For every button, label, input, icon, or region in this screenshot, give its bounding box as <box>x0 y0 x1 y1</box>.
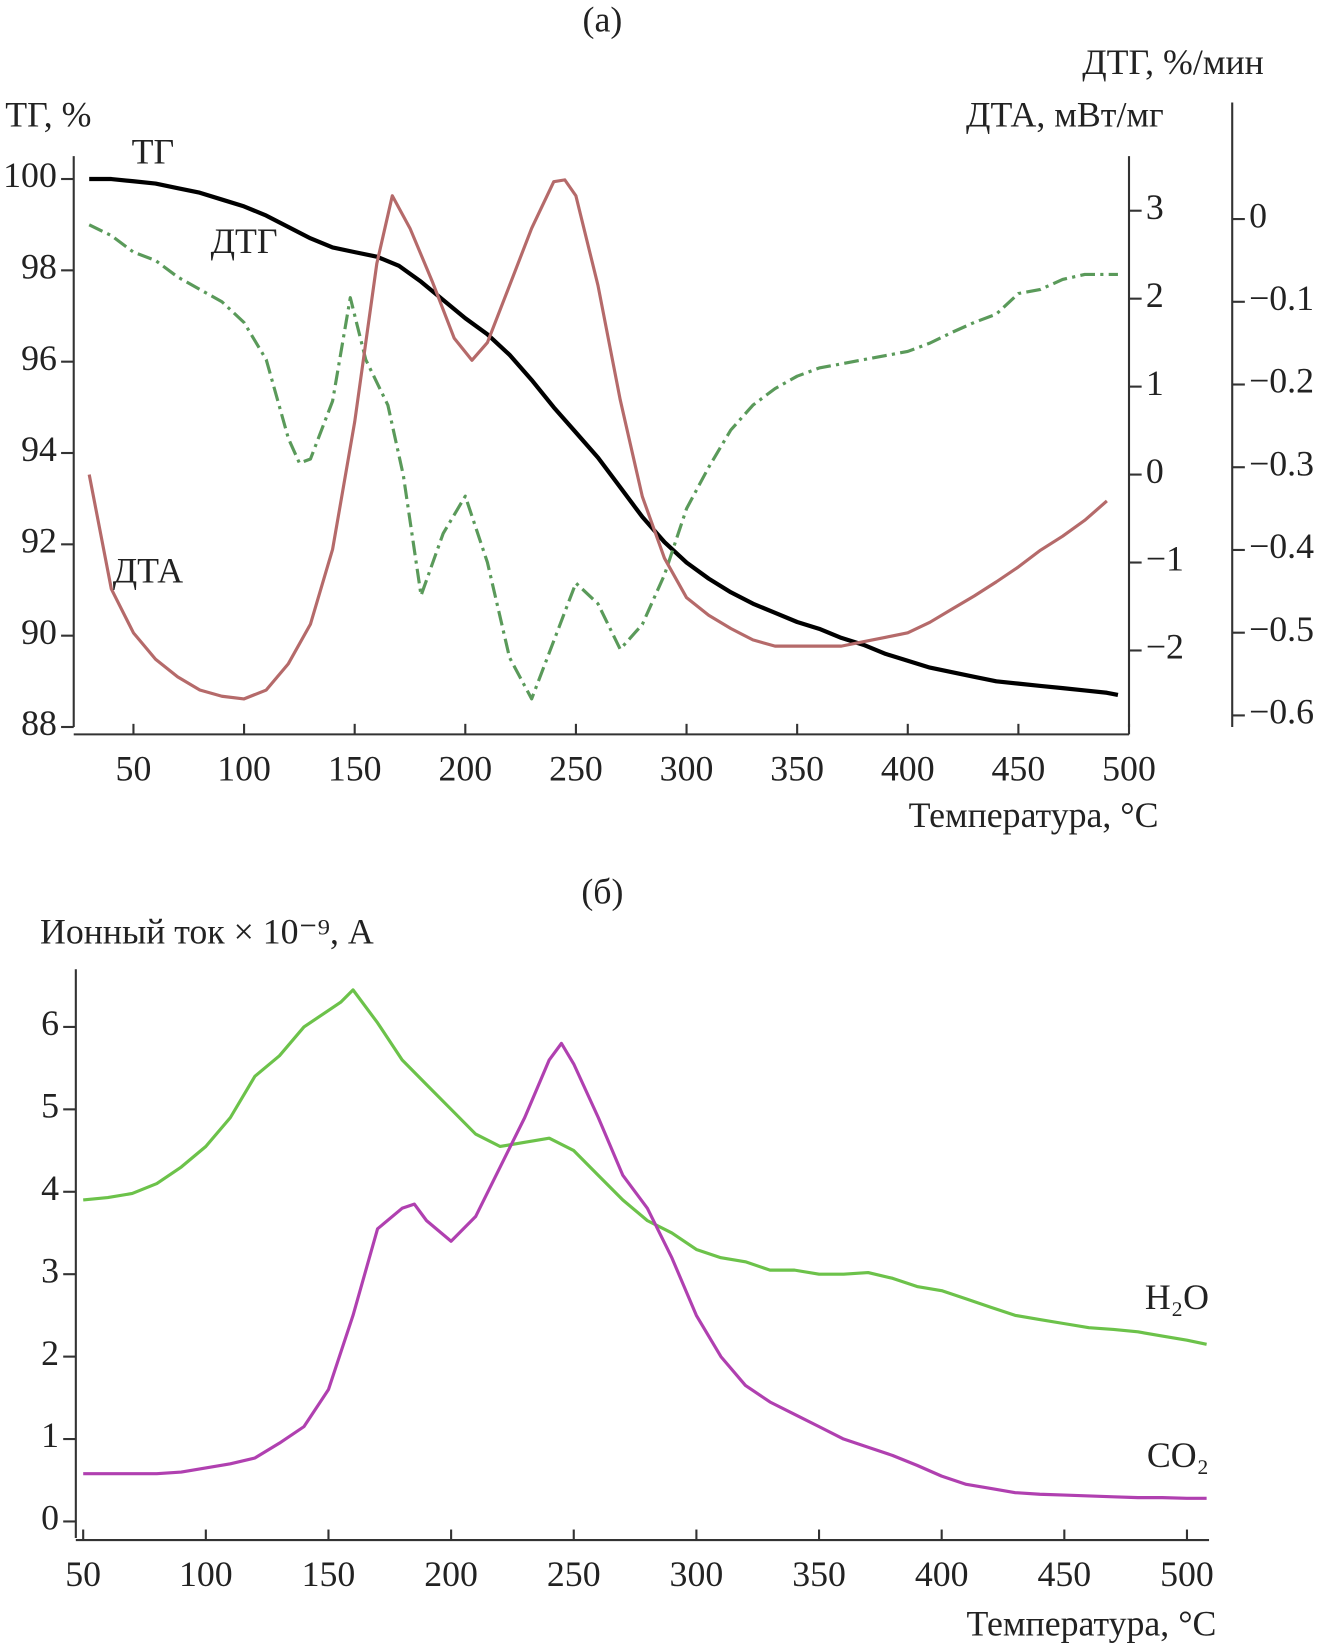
y-tick-label: 88 <box>21 703 57 743</box>
y2-tick-label: −2 <box>1146 627 1184 667</box>
y-tick-label: 3 <box>41 1250 59 1290</box>
x-tick-label: 200 <box>438 749 492 789</box>
y2-tick-label: 2 <box>1146 275 1164 315</box>
y3-tick-label: −0.1 <box>1249 278 1314 318</box>
y-tick-label: 4 <box>41 1168 59 1208</box>
y-tick-label: 94 <box>21 429 57 469</box>
x-tick-label: 300 <box>660 749 714 789</box>
y2-tick-label: 0 <box>1146 451 1164 491</box>
y-tick-label: 5 <box>41 1086 59 1126</box>
x-tick-label: 450 <box>992 749 1046 789</box>
x-tick-label: 350 <box>792 1554 846 1594</box>
x-tick-label: 400 <box>881 749 935 789</box>
x-tick-label: 100 <box>217 749 271 789</box>
y-axis-label: Ионный ток × 10⁻⁹, А <box>40 912 374 952</box>
x-tick-label: 500 <box>1102 749 1156 789</box>
y2-tick-label: 1 <box>1146 363 1164 403</box>
y2-tick-label: 3 <box>1146 187 1164 227</box>
series-label: ДТГ <box>211 221 278 261</box>
y3-tick-label: −0.3 <box>1249 443 1314 483</box>
x-tick-label: 400 <box>915 1554 969 1594</box>
series-line <box>83 988 1207 1346</box>
y3-tick-label: 0 <box>1249 195 1267 235</box>
y-tick-label: 1 <box>41 1415 59 1455</box>
y2-axis-label: ДТА, мВт/мг <box>966 94 1164 134</box>
y-tick-label: 100 <box>3 155 57 195</box>
series-line <box>88 223 1118 701</box>
x-tick-label: 50 <box>65 1554 101 1594</box>
series-label: ТГ <box>132 131 175 171</box>
series-line <box>87 178 1108 701</box>
y3-tick-label: −0.4 <box>1249 526 1314 566</box>
x-tick-label: 100 <box>179 1554 233 1594</box>
y-tick-label: 90 <box>21 612 57 652</box>
y-tick-label: 98 <box>21 247 57 287</box>
x-tick-label: 450 <box>1037 1554 1091 1594</box>
y-tick-label: 96 <box>21 338 57 378</box>
y-tick-label: 2 <box>41 1333 59 1373</box>
y2-tick-label: −1 <box>1146 539 1184 579</box>
x-tick-label: 300 <box>670 1554 724 1594</box>
x-tick-label: 200 <box>424 1554 478 1594</box>
series-label: ДТА <box>113 551 184 591</box>
x-axis-label: Температура, °C <box>909 795 1159 835</box>
series-line <box>83 1041 1207 1500</box>
y-tick-label: 6 <box>41 1003 59 1043</box>
y3-axis-label: ДТГ, %/мин <box>1082 42 1264 82</box>
y-tick-label: 92 <box>21 521 57 561</box>
y3-tick-label: −0.6 <box>1249 692 1314 732</box>
x-tick-label: 50 <box>116 749 152 789</box>
x-tick-label: 250 <box>547 1554 601 1594</box>
x-tick-label: 150 <box>328 749 382 789</box>
x-tick-label: 250 <box>549 749 603 789</box>
series-line <box>89 176 1119 698</box>
panel-title: (а) <box>583 0 623 40</box>
series-label: H₂O <box>1145 1277 1209 1317</box>
x-tick-label: 150 <box>302 1554 356 1594</box>
y3-tick-label: −0.2 <box>1249 361 1314 401</box>
series-label: CO₂ <box>1147 1435 1209 1475</box>
panel-title: (б) <box>581 872 623 912</box>
y3-tick-label: −0.5 <box>1249 609 1314 649</box>
x-tick-label: 350 <box>770 749 824 789</box>
x-tick-label: 500 <box>1160 1554 1214 1594</box>
x-axis-label: Температура, °C <box>967 1604 1217 1644</box>
y-tick-label: 0 <box>41 1498 59 1538</box>
y-axis-label: ТГ, % <box>5 94 91 134</box>
